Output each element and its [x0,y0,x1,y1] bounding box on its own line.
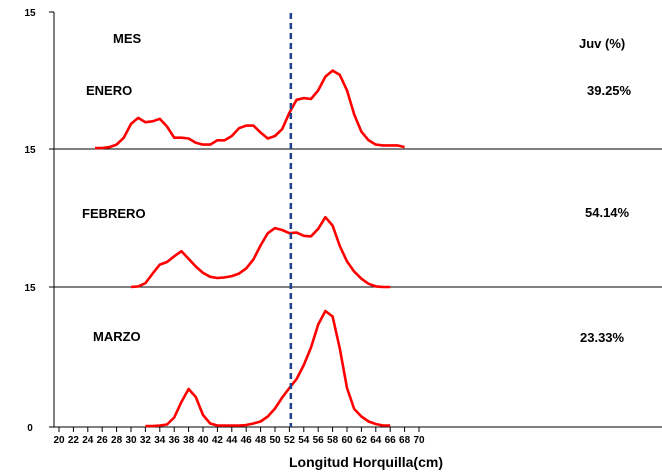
series-line-marzo [145,309,391,428]
x-tick-label: 34 [154,435,166,446]
x-tick-label: 70 [413,435,425,446]
panel-label-enero: ENERO [86,83,132,98]
x-tick-label: 22 [68,435,80,446]
juv-value-marzo: 23.33% [580,330,625,345]
x-tick-label: 46 [241,435,253,446]
y-tick-label: 15 [24,145,36,156]
x-axis-title: Longitud Horquilla(cm) [289,454,443,470]
series-lines [95,69,405,428]
y-tick-label: 15 [24,283,36,294]
series-line-febrero [130,215,391,289]
header-mes: MES [113,31,142,46]
x-axis-ticks: 20 22 24 26 28 30 32 34 36 38 40 42 44 46 48 50 52 54 56 58… [53,427,425,446]
panel-label-febrero: FEBRERO [82,206,146,221]
x-tick-label: 52 [284,435,296,446]
x-tick-label: 42 [212,435,224,446]
x-tick-label: 24 [82,435,94,446]
juv-value-enero: 39.25% [587,83,632,98]
x-tick-label: 30 [125,435,137,446]
x-tick-label: 40 [197,435,209,446]
series-line-enero [95,69,405,150]
x-tick-label: 56 [313,435,325,446]
x-tick-label: 68 [399,435,411,446]
x-tick-label: 58 [327,435,339,446]
panel-label-marzo: MARZO [93,329,141,344]
x-tick-label: 26 [97,435,109,446]
x-tick-label: 64 [370,435,382,446]
x-tick-label: 36 [169,435,181,446]
juv-value-febrero: 54.14% [585,205,630,220]
x-tick-label: 20 [53,435,65,446]
y-tick-label: 15 [24,8,36,19]
x-tick-label: 62 [356,435,368,446]
x-tick-label: 66 [385,435,397,446]
y-tick-label: 0 [27,423,33,434]
x-tick-label: 38 [183,435,195,446]
x-tick-label: 44 [226,435,238,446]
x-tick-label: 28 [111,435,123,446]
x-tick-label: 60 [341,435,353,446]
x-tick-label: 48 [255,435,267,446]
x-tick-label: 54 [298,435,310,446]
x-tick-label: 32 [140,435,152,446]
header-juv: Juv (%) [579,36,625,51]
x-tick-label: 50 [269,435,281,446]
